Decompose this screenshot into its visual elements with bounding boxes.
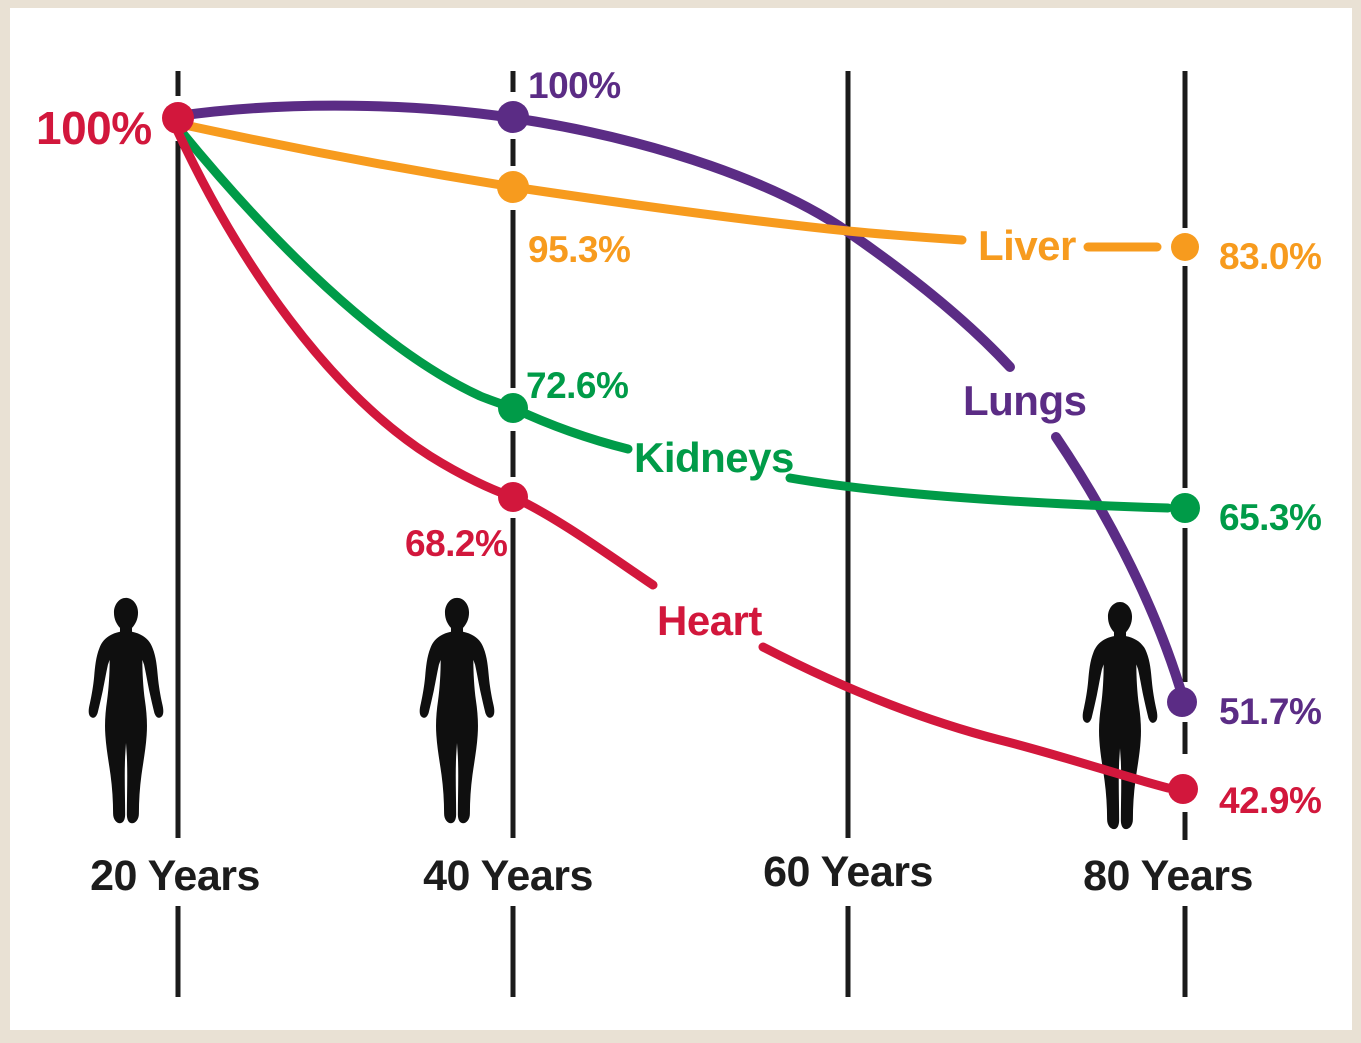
- chart-canvas: 100% 100% 95.3% 72.6% 68.2% 83.0% 65.3% …: [10, 8, 1352, 1030]
- data-point-kidneys-80y: [1170, 493, 1200, 523]
- liver-curve: [175, 119, 1162, 252]
- axis-label-40-years: 40 Years: [423, 852, 593, 900]
- liver-40y-value-label: 95.3%: [528, 229, 631, 270]
- organ-decline-chart-svg: [88, 71, 1200, 997]
- heart-40y-value-label: 68.2%: [405, 523, 508, 564]
- data-point-kidneys-40y: [498, 393, 528, 423]
- data-point-heart-80y: [1168, 774, 1198, 804]
- lungs-40y-value-label: 100%: [528, 65, 621, 106]
- data-point-lungs-40y: [497, 101, 529, 133]
- kidneys-curve: [175, 125, 1173, 513]
- human-silhouette-80-years: [1082, 601, 1158, 830]
- data-point-all-20y-100pct: [162, 102, 194, 134]
- axis-label-60-years: 60 Years: [763, 848, 933, 896]
- organ-label-liver: Liver: [978, 222, 1076, 269]
- axis-label-20-years: 20 Years: [90, 852, 260, 900]
- human-silhouette-40-years: [419, 597, 495, 824]
- liver-80y-value-label: 83.0%: [1219, 236, 1322, 277]
- age-grid-lines: [175, 71, 1188, 997]
- human-silhouette-20-years: [88, 597, 164, 824]
- heart-curve: [173, 127, 1173, 793]
- organ-label-heart: Heart: [657, 597, 762, 644]
- kidneys-80y-value-label: 65.3%: [1219, 497, 1322, 538]
- kidneys-40y-value-label: 72.6%: [526, 365, 629, 406]
- organ-label-lungs: Lungs: [963, 377, 1087, 424]
- data-point-lungs-80y: [1167, 687, 1197, 717]
- axis-label-80-years: 80 Years: [1083, 852, 1253, 900]
- lungs-80y-value-label: 51.7%: [1219, 691, 1322, 732]
- data-point-liver-40y: [497, 171, 529, 203]
- organ-label-kidneys: Kidneys: [634, 434, 794, 481]
- data-point-heart-40y: [498, 482, 528, 512]
- start-value-label: 100%: [36, 102, 152, 154]
- lungs-curve: [173, 100, 1185, 693]
- heart-80y-value-label: 42.9%: [1219, 780, 1322, 821]
- data-point-liver-80y: [1171, 233, 1199, 261]
